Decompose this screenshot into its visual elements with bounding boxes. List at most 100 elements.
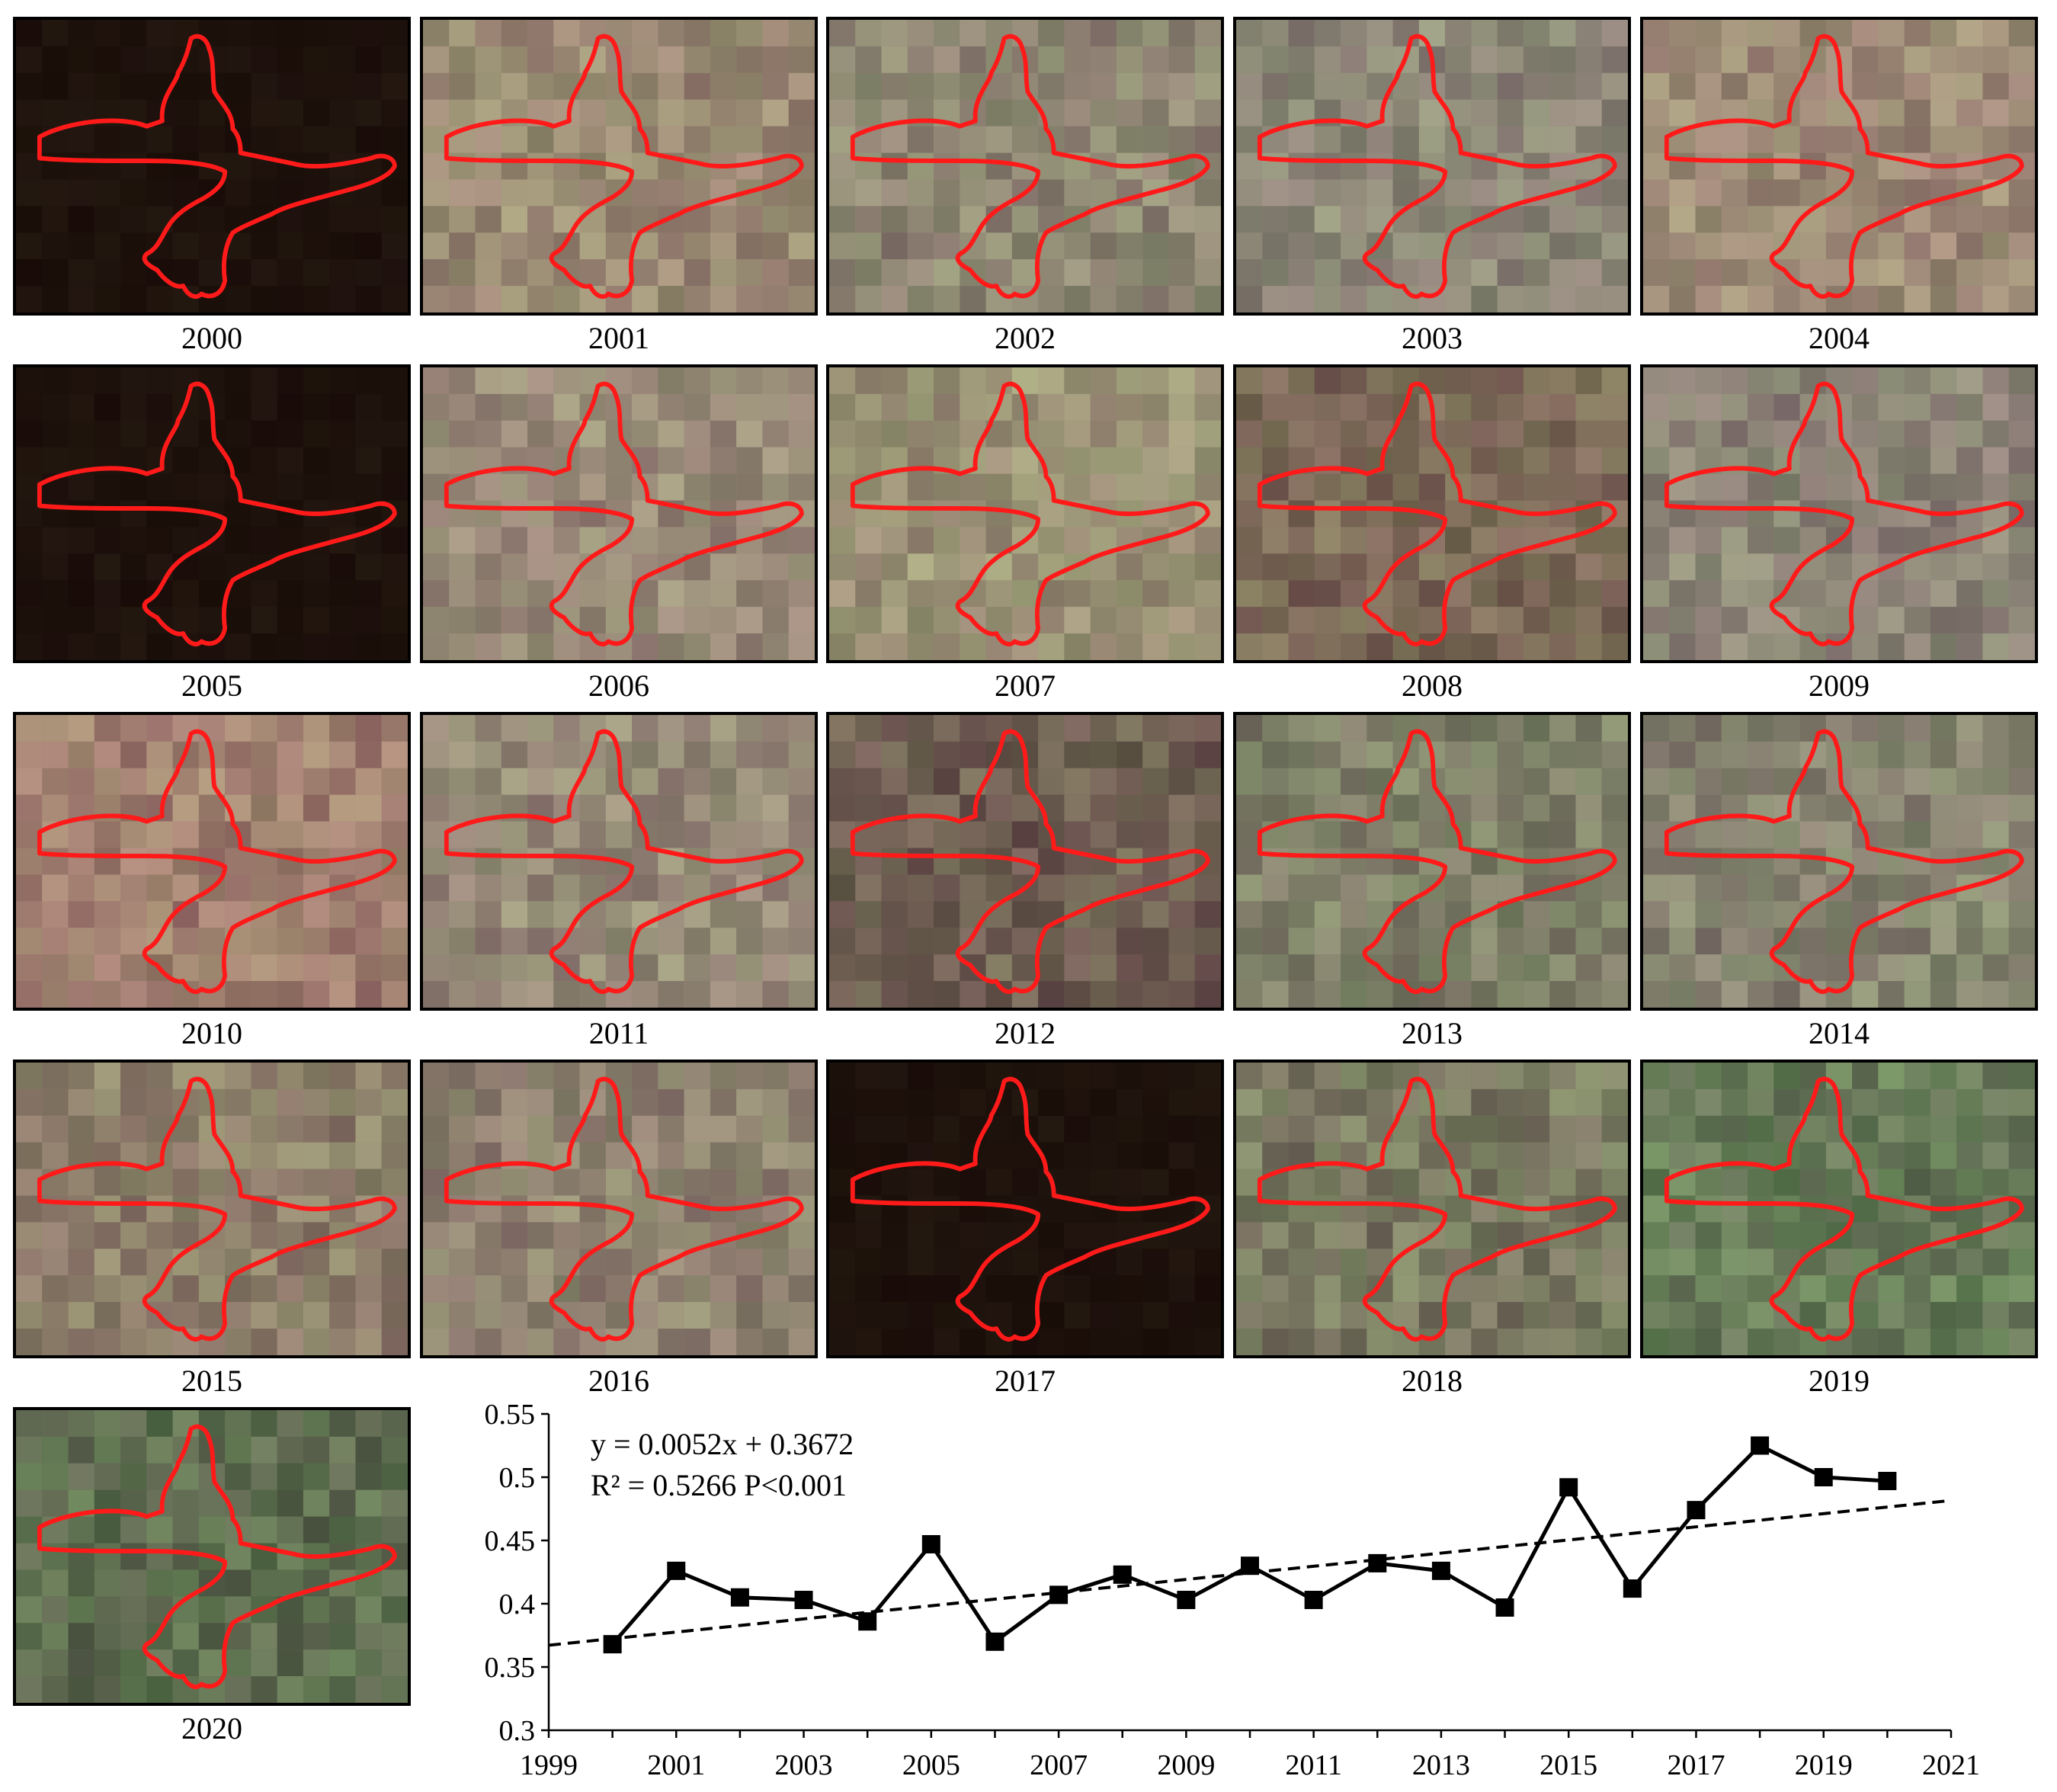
data-point-2013 (1431, 1561, 1450, 1580)
satellite-pixels (1643, 715, 2035, 1008)
satellite-image-2001 (420, 17, 818, 316)
year-label-2019: 2019 (1809, 1364, 1870, 1398)
satellite-pixels (1643, 367, 2035, 660)
satellite-pixels (1643, 20, 2035, 313)
data-point-2015 (1559, 1478, 1578, 1497)
satellite-pixels (1236, 20, 1628, 313)
satellite-image-2019 (1640, 1059, 2038, 1358)
year-label-2011: 2011 (588, 1016, 649, 1050)
satellite-image-2000 (13, 17, 411, 316)
year-label-2001: 2001 (588, 321, 649, 355)
satellite-pixels (829, 367, 1221, 660)
satellite-image-2018 (1233, 1059, 1631, 1358)
satellite-pixels (1236, 715, 1628, 1008)
y-tick-label: 0.3 (499, 1715, 536, 1747)
satellite-pixels (423, 1063, 815, 1355)
x-tick-label: 2003 (775, 1749, 833, 1781)
satellite-pixels (16, 1410, 408, 1703)
boundary-outline (37, 381, 397, 646)
satellite-pixels (16, 367, 408, 660)
boundary-outline (850, 1076, 1210, 1342)
year-label-2013: 2013 (1402, 1016, 1463, 1050)
satellite-pixels (423, 715, 815, 1008)
satellite-image-2012 (826, 712, 1224, 1011)
boundary-outline (444, 1076, 804, 1342)
x-tick-label: 2001 (647, 1749, 705, 1781)
regression-annotation: R² = 0.5266 P<0.001 (591, 1468, 847, 1502)
boundary-outline (444, 34, 804, 299)
boundary-outline (444, 729, 804, 994)
year-label-2006: 2006 (588, 668, 649, 703)
y-tick-label: 0.35 (485, 1652, 536, 1684)
boundary-outline (1664, 381, 2024, 646)
year-label-2015: 2015 (181, 1364, 242, 1398)
satellite-pixels (829, 1063, 1221, 1355)
year-label-2017: 2017 (995, 1364, 1056, 1398)
data-point-2004 (858, 1612, 877, 1631)
data-point-2008 (1113, 1565, 1132, 1584)
year-label-2016: 2016 (588, 1364, 649, 1398)
trendline (548, 1499, 1952, 1647)
x-tick-label: 2011 (1285, 1749, 1342, 1781)
data-point-2019 (1814, 1468, 1833, 1486)
satellite-image-2016 (420, 1059, 818, 1358)
satellite-image-2011 (420, 712, 818, 1011)
satellite-image-2017 (826, 1059, 1224, 1358)
year-label-2010: 2010 (181, 1016, 242, 1050)
satellite-pixels (829, 715, 1221, 1008)
x-tick-label: 2007 (1030, 1749, 1088, 1781)
trend-chart-svg: 0.3 0.35 0.4 0.45 0.5 0.55 1999 2001 2003 2005 200… (485, 1399, 1981, 1781)
data-point-2005 (921, 1534, 940, 1553)
satellite-image-2010 (13, 712, 411, 1011)
x-tick-label: 2013 (1412, 1749, 1470, 1781)
boundary-outline (1257, 381, 1617, 646)
boundary-outline (850, 381, 1210, 646)
y-tick-label: 0.5 (499, 1462, 536, 1494)
data-point-2020 (1878, 1471, 1897, 1490)
satellite-pixels (16, 715, 408, 1008)
satellite-image-2013 (1233, 712, 1631, 1011)
data-point-2000 (603, 1635, 622, 1654)
year-label-2008: 2008 (1402, 668, 1463, 703)
x-tick-label: 2015 (1540, 1749, 1597, 1781)
data-point-2010 (1241, 1556, 1259, 1576)
satellite-image-2007 (826, 364, 1224, 663)
boundary-outline (37, 34, 397, 299)
satellite-image-2004 (1640, 17, 2038, 316)
boundary-outline (1664, 34, 2024, 299)
year-label-2007: 2007 (995, 668, 1056, 703)
satellite-pixels (16, 1063, 408, 1355)
satellite-pixels (423, 20, 815, 313)
x-tick-label: 2017 (1667, 1749, 1725, 1781)
data-point-2001 (667, 1561, 686, 1580)
regression-annotation: y = 0.0052x + 0.3672 (591, 1427, 854, 1461)
satellite-image-2006 (420, 364, 818, 663)
satellite-image-2003 (1233, 17, 1631, 316)
boundary-outline (1257, 729, 1617, 994)
boundary-outline (1664, 1076, 2024, 1342)
satellite-image-2005 (13, 364, 411, 663)
x-tick-label: 2009 (1157, 1749, 1215, 1781)
satellite-image-2015 (13, 1059, 411, 1358)
satellite-pixels (829, 20, 1221, 313)
data-point-2018 (1751, 1436, 1770, 1455)
year-label-2020: 2020 (181, 1711, 242, 1746)
year-label-2004: 2004 (1809, 321, 1870, 355)
satellite-pixels (423, 367, 815, 660)
boundary-outline (1257, 1076, 1617, 1342)
x-tick-label: 2005 (902, 1749, 960, 1781)
boundary-outline (37, 729, 397, 994)
data-point-2014 (1495, 1598, 1514, 1617)
boundary-outline (850, 729, 1210, 994)
data-point-2007 (1049, 1585, 1069, 1604)
trend-chart: 0.3 0.35 0.4 0.45 0.5 0.55 1999 2001 2003 2005 200… (427, 1395, 2057, 1792)
data-point-2006 (985, 1632, 1004, 1651)
boundary-outline (37, 1424, 397, 1689)
year-label-2009: 2009 (1809, 668, 1870, 703)
satellite-pixels (16, 20, 408, 313)
satellite-pixels (1236, 367, 1628, 660)
year-label-2002: 2002 (995, 321, 1056, 355)
satellite-pixels (1643, 1063, 2035, 1355)
satellite-image-2009 (1640, 364, 2038, 663)
